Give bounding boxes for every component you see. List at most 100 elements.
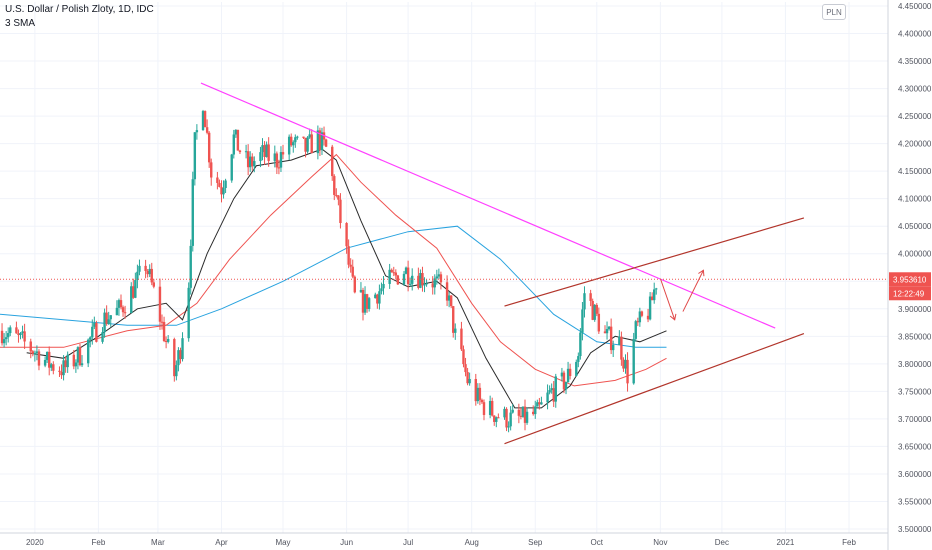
last-price-badge bbox=[889, 272, 931, 287]
candle-body bbox=[275, 153, 279, 168]
candle-body bbox=[507, 426, 510, 428]
y-tick-label: 3.750000 bbox=[898, 387, 932, 396]
candle-body bbox=[144, 265, 147, 271]
candle-body bbox=[632, 338, 635, 384]
candle-body bbox=[402, 273, 406, 285]
candle-body bbox=[445, 282, 449, 301]
y-tick-label: 3.850000 bbox=[898, 332, 932, 341]
candle-body bbox=[224, 180, 227, 189]
candle-body bbox=[130, 286, 133, 313]
candle-body bbox=[554, 376, 557, 402]
candle-body bbox=[175, 365, 178, 377]
candle-body bbox=[152, 282, 156, 287]
candle-body bbox=[173, 339, 176, 377]
candle-body bbox=[394, 272, 398, 276]
candle-body bbox=[210, 162, 213, 178]
candle-body bbox=[431, 283, 434, 288]
candle-body bbox=[437, 274, 441, 277]
candle-body bbox=[115, 307, 119, 316]
candle-body bbox=[636, 321, 640, 323]
candle-body bbox=[146, 270, 149, 275]
candle-body bbox=[447, 295, 451, 301]
candle-body bbox=[103, 312, 106, 333]
candle-body bbox=[411, 275, 414, 284]
candle-body bbox=[439, 274, 443, 283]
y-tick-label: 3.600000 bbox=[898, 470, 932, 479]
candle-body bbox=[626, 359, 629, 384]
candle-body bbox=[4, 337, 8, 340]
candle-body bbox=[392, 272, 395, 274]
candle-body bbox=[119, 300, 123, 308]
candle-body bbox=[462, 349, 465, 365]
candle-body bbox=[511, 409, 514, 413]
candle-body bbox=[148, 268, 151, 275]
candle-body bbox=[292, 142, 295, 146]
candle-body bbox=[517, 409, 521, 416]
candle-body bbox=[396, 275, 400, 285]
candle-body bbox=[76, 347, 80, 363]
candle-body bbox=[607, 326, 611, 330]
candle-body bbox=[466, 372, 469, 384]
candle-body bbox=[347, 246, 350, 265]
candle-body bbox=[648, 296, 652, 320]
y-tick-label: 3.500000 bbox=[898, 525, 932, 534]
candle-body bbox=[0, 330, 4, 344]
candle-body bbox=[388, 269, 391, 284]
candle-body bbox=[191, 179, 194, 246]
candle-body bbox=[31, 351, 35, 354]
candle-body bbox=[583, 293, 586, 310]
candle-body bbox=[480, 399, 484, 403]
candle-body bbox=[259, 152, 262, 162]
candle-body bbox=[78, 347, 82, 366]
candle-body bbox=[521, 406, 525, 417]
candle-body bbox=[267, 144, 270, 161]
candle-body bbox=[564, 382, 568, 390]
candle-body bbox=[58, 370, 61, 372]
candle-body bbox=[622, 359, 625, 369]
sma-mid-line bbox=[0, 153, 667, 387]
candle-body bbox=[589, 293, 592, 301]
x-tick-label: Jul bbox=[403, 538, 413, 547]
candle-body bbox=[52, 364, 55, 371]
candle-body bbox=[74, 362, 78, 367]
candle-body bbox=[308, 134, 311, 138]
x-tick-label: Jun bbox=[340, 538, 353, 547]
candle-body bbox=[351, 266, 354, 277]
candle-body bbox=[216, 177, 219, 183]
candle-body bbox=[536, 402, 539, 407]
candle-body bbox=[7, 333, 10, 338]
grid bbox=[0, 2, 888, 533]
y-tick-label: 3.550000 bbox=[898, 497, 932, 506]
x-tick-label: 2021 bbox=[777, 538, 795, 547]
candle-body bbox=[201, 111, 205, 131]
candle-body bbox=[378, 291, 381, 304]
candle-body bbox=[72, 354, 76, 367]
candle-body bbox=[353, 276, 356, 293]
channel-lower-line bbox=[504, 333, 805, 445]
candle-body bbox=[488, 400, 492, 415]
candle-body bbox=[43, 359, 47, 366]
candle-body bbox=[634, 321, 637, 339]
x-tick-label: Feb bbox=[92, 538, 106, 547]
x-tick-label: Sep bbox=[528, 538, 543, 547]
x-tick-label: Apr bbox=[215, 538, 228, 547]
candle-body bbox=[333, 176, 336, 195]
candle-body bbox=[449, 295, 453, 307]
y-tick-label: 3.700000 bbox=[898, 415, 932, 424]
candle-body bbox=[476, 387, 480, 402]
candle-body bbox=[89, 337, 92, 340]
currency-button[interactable]: PLN bbox=[822, 4, 846, 20]
arrow-down-head bbox=[669, 313, 677, 321]
x-tick-label: Dec bbox=[715, 538, 729, 547]
moving-averages bbox=[0, 148, 667, 409]
trendline bbox=[200, 82, 776, 329]
candle-body bbox=[532, 411, 535, 415]
candle-body bbox=[474, 378, 477, 402]
candle-body bbox=[29, 341, 32, 352]
candle-body bbox=[546, 392, 549, 403]
candle-body bbox=[433, 278, 436, 288]
candle-body bbox=[117, 300, 121, 308]
candle-body bbox=[435, 276, 439, 279]
x-tick-label: Oct bbox=[591, 538, 604, 547]
